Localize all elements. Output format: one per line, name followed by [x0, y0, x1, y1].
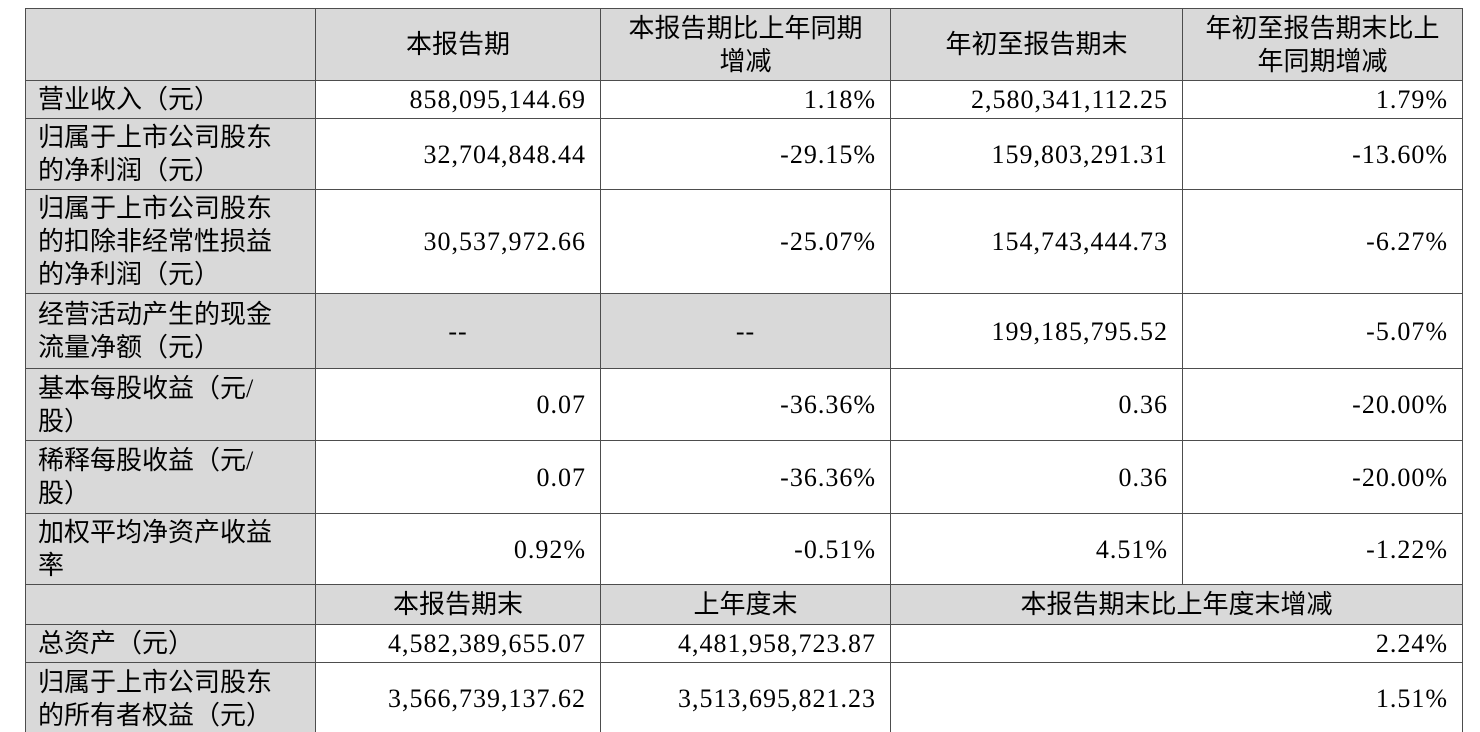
cell-current-yoy: -25.07%: [600, 189, 891, 294]
cell-current-yoy-na: --: [600, 293, 891, 369]
cell-current-period: 0.07: [315, 440, 601, 514]
row-label: 总资产（元）: [25, 624, 316, 663]
header-ytd-yoy-change: 年初至报告期末比上年同期增减: [1182, 8, 1463, 81]
row-label: 经营活动产生的现金流量净额（元）: [25, 293, 316, 369]
header-current-yoy-change: 本报告期比上年同期增减: [600, 8, 891, 81]
cell-period-end: 3,566,739,137.62: [315, 662, 601, 732]
cell-current-yoy: -36.36%: [600, 368, 891, 441]
cell-prev-year-end: 3,513,695,821.23: [600, 662, 891, 732]
cell-current-period-na: --: [315, 293, 601, 369]
row-net-profit-excl-non-recurring: 归属于上市公司股东的扣除非经常性损益的净利润（元） 30,537,972.66 …: [25, 189, 1463, 294]
cell-ytd-yoy: -5.07%: [1182, 293, 1463, 369]
row-label: 归属于上市公司股东的扣除非经常性损益的净利润（元）: [25, 189, 316, 294]
header-ytd: 年初至报告期末: [890, 8, 1183, 81]
cell-ytd-yoy: -20.00%: [1182, 368, 1463, 441]
cell-ytd: 2,580,341,112.25: [890, 80, 1183, 119]
cell-current-yoy: 1.18%: [600, 80, 891, 119]
cell-ytd-yoy: 1.79%: [1182, 80, 1463, 119]
row-diluted-eps: 稀释每股收益（元/股） 0.07 -36.36% 0.36 -20.00%: [25, 440, 1463, 514]
header-current-period: 本报告期: [315, 8, 601, 81]
header-period-end: 本报告期末: [315, 584, 601, 625]
cell-ytd: 159,803,291.31: [890, 118, 1183, 190]
row-equity-attributable: 归属于上市公司股东的所有者权益（元） 3,566,739,137.62 3,51…: [25, 662, 1463, 732]
cell-current-yoy: -0.51%: [600, 513, 891, 585]
cell-period-end: 4,582,389,655.07: [315, 624, 601, 663]
cell-current-yoy: -29.15%: [600, 118, 891, 190]
row-label: 加权平均净资产收益率: [25, 513, 316, 585]
row-label: 基本每股收益（元/股）: [25, 368, 316, 441]
key-financials-table: 本报告期 本报告期比上年同期增减 年初至报告期末 年初至报告期末比上年同期增减 …: [25, 8, 1463, 732]
cell-change: 2.24%: [890, 624, 1463, 663]
cell-current-period: 858,095,144.69: [315, 80, 601, 119]
row-weighted-avg-roe: 加权平均净资产收益率 0.92% -0.51% 4.51% -1.22%: [25, 513, 1463, 585]
cell-prev-year-end: 4,481,958,723.87: [600, 624, 891, 663]
row-operating-cash-flow: 经营活动产生的现金流量净额（元） -- -- 199,185,795.52 -5…: [25, 293, 1463, 369]
cell-ytd: 0.36: [890, 368, 1183, 441]
header-row-periods: 本报告期 本报告期比上年同期增减 年初至报告期末 年初至报告期末比上年同期增减: [25, 8, 1463, 81]
cell-ytd-yoy: -13.60%: [1182, 118, 1463, 190]
row-total-assets: 总资产（元） 4,582,389,655.07 4,481,958,723.87…: [25, 624, 1463, 663]
cell-current-period: 32,704,848.44: [315, 118, 601, 190]
row-operating-revenue: 营业收入（元） 858,095,144.69 1.18% 2,580,341,1…: [25, 80, 1463, 119]
header-corner-cell: [25, 8, 316, 81]
cell-current-yoy: -36.36%: [600, 440, 891, 514]
cell-change: 1.51%: [890, 662, 1463, 732]
cell-current-period: 0.92%: [315, 513, 601, 585]
cell-ytd-yoy: -1.22%: [1182, 513, 1463, 585]
row-label: 归属于上市公司股东的所有者权益（元）: [25, 662, 316, 732]
cell-ytd-yoy: -20.00%: [1182, 440, 1463, 514]
header-corner-cell-2: [25, 584, 316, 625]
cell-ytd: 154,743,444.73: [890, 189, 1183, 294]
row-label: 归属于上市公司股东的净利润（元）: [25, 118, 316, 190]
cell-ytd-yoy: -6.27%: [1182, 189, 1463, 294]
header-prev-year-end: 上年度末: [600, 584, 891, 625]
cell-current-period: 0.07: [315, 368, 601, 441]
row-net-profit-attributable: 归属于上市公司股东的净利润（元） 32,704,848.44 -29.15% 1…: [25, 118, 1463, 190]
cell-ytd: 0.36: [890, 440, 1183, 514]
cell-current-period: 30,537,972.66: [315, 189, 601, 294]
row-label: 稀释每股收益（元/股）: [25, 440, 316, 514]
cell-ytd: 199,185,795.52: [890, 293, 1183, 369]
header-row-period-end: 本报告期末 上年度末 本报告期末比上年度末增减: [25, 584, 1463, 625]
cell-ytd: 4.51%: [890, 513, 1183, 585]
header-period-end-change: 本报告期末比上年度末增减: [890, 584, 1463, 625]
row-basic-eps: 基本每股收益（元/股） 0.07 -36.36% 0.36 -20.00%: [25, 368, 1463, 441]
row-label: 营业收入（元）: [25, 80, 316, 119]
